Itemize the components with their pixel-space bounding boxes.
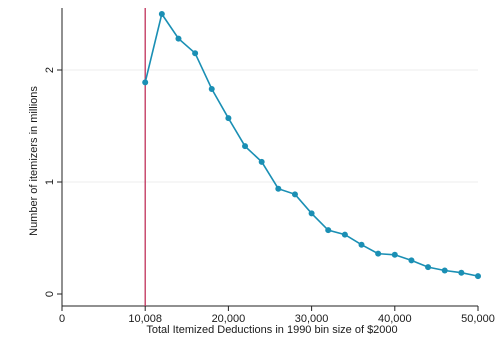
- data-point: [225, 115, 232, 122]
- x-tick-label: 50,000: [461, 313, 495, 325]
- data-point: [475, 273, 481, 280]
- data-point: [425, 264, 432, 271]
- data-point: [325, 227, 332, 234]
- y-tick-label: 2: [44, 67, 56, 73]
- y-tick-label: 0: [44, 291, 56, 297]
- data-point: [242, 143, 249, 150]
- x-tick-label: 20,000: [212, 313, 246, 325]
- x-tick-label: 10,008: [128, 313, 162, 325]
- tick-labels: 0 1 2 0 10,008 20,000 30,000 40,000 50,000: [44, 67, 495, 325]
- data-point: [308, 210, 315, 217]
- data-point: [192, 50, 199, 57]
- data-point: [408, 257, 415, 264]
- gridlines: [62, 69, 478, 183]
- data-point: [341, 231, 348, 238]
- series-layer: [142, 11, 481, 280]
- y-axis-title: Number of itemizers in millions: [28, 86, 40, 236]
- data-point: [175, 35, 182, 42]
- data-point: [391, 251, 398, 258]
- x-tick-label: 30,000: [295, 313, 329, 325]
- x-tick-label: 40,000: [378, 313, 412, 325]
- data-point: [291, 191, 298, 198]
- data-point: [458, 269, 465, 276]
- y-tick-label: 1: [44, 179, 56, 185]
- x-tick-label: 0: [59, 313, 65, 325]
- data-point: [158, 11, 165, 17]
- x-axis-title: Total Itemized Deductions in 1990 bin si…: [146, 324, 397, 336]
- data-point: [275, 185, 282, 192]
- data-point: [375, 250, 382, 257]
- data-point: [258, 158, 265, 165]
- data-point: [142, 79, 149, 86]
- axes: [57, 8, 479, 311]
- data-point: [208, 86, 215, 93]
- data-point: [441, 267, 448, 274]
- data-point: [358, 241, 365, 248]
